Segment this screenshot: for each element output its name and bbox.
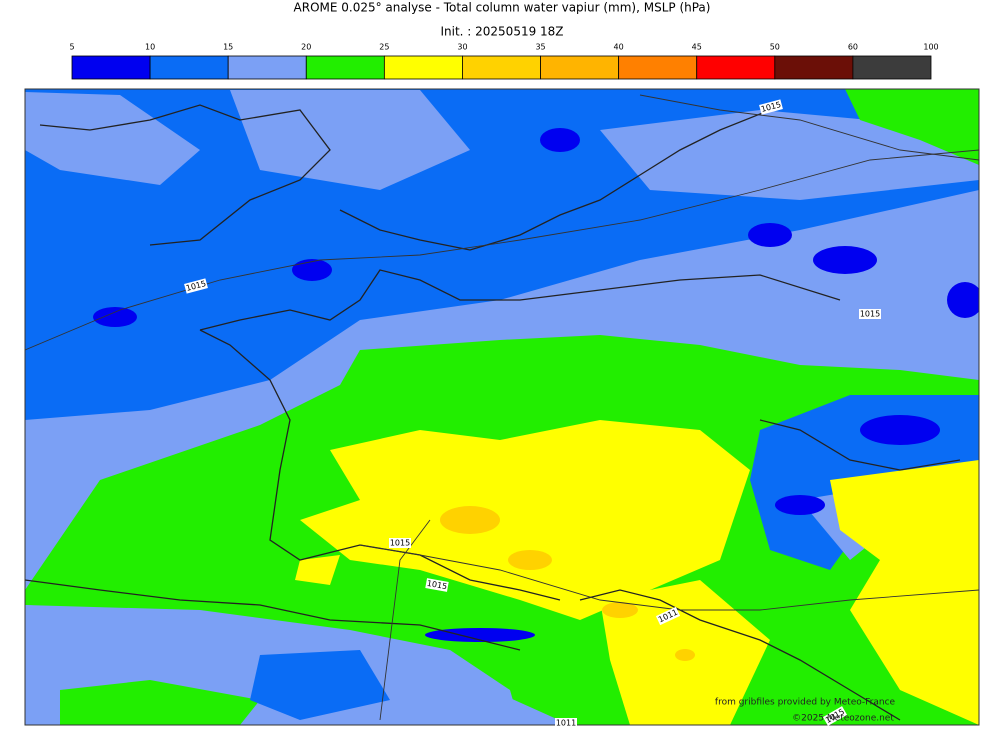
contour-label: 1015 [859, 309, 881, 319]
colorbar-tick-label: 50 [770, 43, 780, 52]
colorbar-segment [774, 55, 854, 80]
contour-label: 1011 [555, 718, 577, 728]
contour-label-text: 1011 [556, 719, 576, 728]
map [24, 88, 980, 726]
colorbar-segment [305, 55, 385, 80]
colorbar-tick-label: 10 [145, 43, 155, 52]
contour-label-box [389, 538, 411, 548]
colorbar-tick-label: 15 [223, 43, 233, 52]
colorbar-tick-label: 45 [692, 43, 702, 52]
colorbar: 5 10 15 20 25 30 35 40 45 50 60 100 [69, 43, 939, 80]
title: AROME 0.025° analyse - Total column wate… [294, 1, 711, 15]
colorbar-tick-label: 35 [535, 43, 545, 52]
colorbar-tick-label: 25 [379, 43, 389, 52]
colorbar-segment [618, 55, 698, 80]
colorbar-segment [540, 55, 620, 80]
contour-label-box [555, 718, 577, 728]
contour-label-text: 1015 [390, 539, 410, 548]
colorbar-tick-label: 60 [848, 43, 858, 52]
colorbar-segment [852, 55, 932, 80]
contour-label: 1015 [425, 578, 449, 592]
contour-label-box [655, 606, 681, 626]
credit: ©2025 Meteozone.net [792, 714, 894, 724]
contour-label-box [184, 278, 208, 294]
contour-label: 1015 [389, 538, 411, 548]
contour-label-box [425, 578, 449, 592]
colorbar-tick-label: 40 [614, 43, 624, 52]
colorbar-tick-label: 100 [923, 43, 938, 52]
contour-label-text: 1015 [426, 579, 448, 591]
contour-label-text: 1015 [860, 310, 880, 319]
colorbar-tick-label: 5 [69, 43, 74, 52]
colorbar-segment [149, 55, 229, 80]
colorbar-segment [696, 55, 776, 80]
contour-label-box [759, 99, 783, 115]
contour-label-box [859, 309, 881, 319]
colorbar-segment [227, 55, 307, 80]
contour-label: 1015 [759, 99, 783, 115]
colorbar-tick-label: 30 [457, 43, 467, 52]
credit: from gribfiles provided by Meteo-France [715, 698, 896, 708]
colorbar-segment [71, 55, 151, 80]
contour-label-box [822, 706, 848, 726]
subtitle: Init. : 20250519 18Z [440, 25, 563, 39]
contour-label: 1015 [184, 278, 208, 294]
colorbar-segment [462, 55, 541, 80]
colorbar-segment [383, 55, 463, 80]
colorbar-tick-label: 20 [301, 43, 311, 52]
